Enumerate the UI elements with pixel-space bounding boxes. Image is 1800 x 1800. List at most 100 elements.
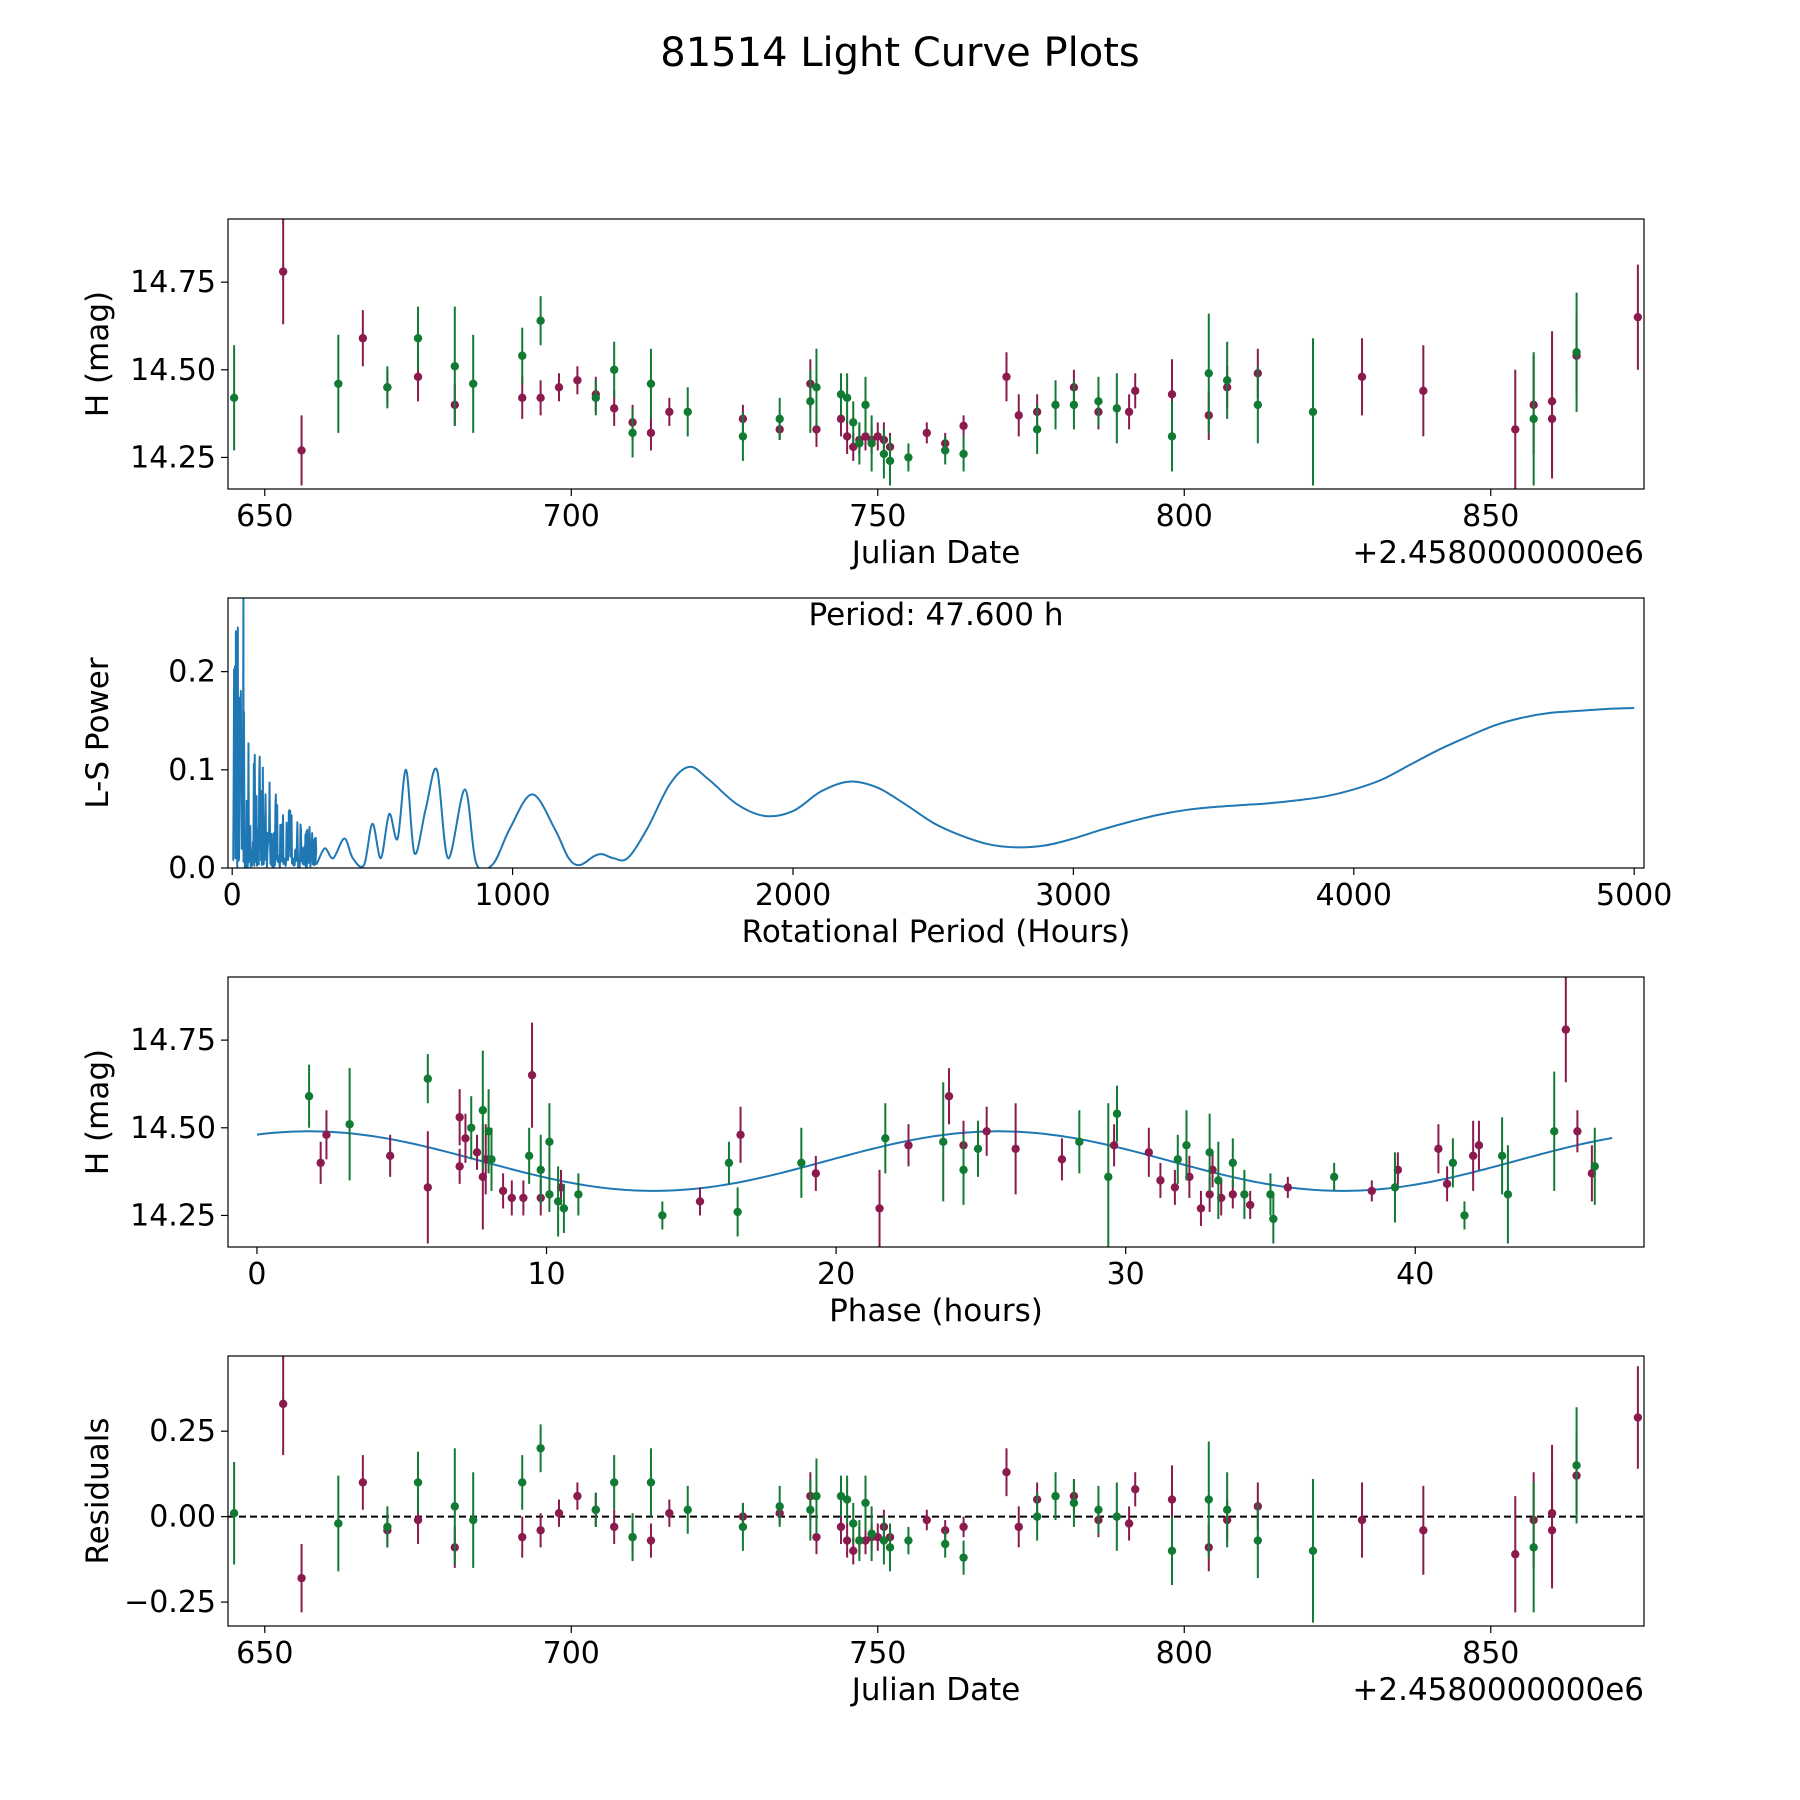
phased-ticks: 0 10 20 30 40 14.25 14.50 14.75 xyxy=(130,1023,1434,1292)
band_a-point xyxy=(1196,1204,1206,1213)
band_b-point xyxy=(1051,1491,1060,1501)
band_a-point xyxy=(959,421,968,431)
band_b-point xyxy=(1572,1461,1581,1470)
band_b-point xyxy=(334,1519,343,1528)
band_a-point xyxy=(1442,1179,1452,1189)
band_a-point xyxy=(861,1536,870,1545)
band_b-point xyxy=(450,1502,460,1511)
band_a-point xyxy=(1547,414,1557,424)
band_b-point xyxy=(423,1074,433,1083)
band_a-point xyxy=(1367,1186,1377,1196)
band_b-point xyxy=(812,1491,821,1501)
band_a-point xyxy=(1014,411,1023,420)
band_b-point xyxy=(1173,1155,1182,1164)
band_a-point xyxy=(1547,1526,1557,1535)
band_a-point xyxy=(1057,1155,1067,1164)
band_b-point xyxy=(738,432,748,441)
band_b-point xyxy=(812,383,821,392)
band_a-point xyxy=(849,442,858,452)
x-tick-label: 850 xyxy=(1462,1636,1519,1671)
band_b-point xyxy=(1094,397,1103,406)
band_b-point xyxy=(842,393,852,403)
x-tick-label: 1000 xyxy=(474,878,550,913)
band_b-point xyxy=(229,1509,239,1518)
band_a-point xyxy=(507,1193,516,1203)
periodogram-ticks: 0 1000 2000 3000 4000 5000 0.0 0.1 0.2 xyxy=(168,655,1672,913)
band_a-point xyxy=(1245,1200,1255,1210)
band_b-point xyxy=(487,1155,496,1164)
band_a-point xyxy=(922,428,932,438)
residuals-y-label: Residuals xyxy=(80,1417,116,1564)
periodogram-panel: 0 1000 2000 3000 4000 5000 0.0 0.1 0.2 Rotationa… xyxy=(80,597,1672,950)
band_a-point xyxy=(842,432,852,441)
x-tick-label: 0 xyxy=(223,878,242,913)
x-tick-label: 800 xyxy=(1156,499,1213,534)
lightcurve-frame xyxy=(227,218,1645,490)
band_b-point xyxy=(867,439,876,448)
band_b-point xyxy=(836,390,846,399)
band_a-point xyxy=(1357,1515,1367,1525)
band_b-point xyxy=(609,1478,619,1487)
band_b-point xyxy=(775,1502,784,1511)
x-tick-label: 650 xyxy=(236,499,293,534)
band_b-point xyxy=(383,1522,392,1532)
band_b-point xyxy=(1253,1536,1263,1545)
band_b-point xyxy=(628,428,637,438)
band_b-point xyxy=(536,1165,545,1175)
band_b-point xyxy=(939,1137,948,1147)
band_a-point xyxy=(1511,425,1520,434)
band_a-point xyxy=(322,1130,331,1139)
band_a-point xyxy=(1283,1183,1293,1192)
band_a-point xyxy=(811,1169,821,1178)
band_b-point xyxy=(683,1505,692,1514)
y-tick-label: 14.50 xyxy=(130,353,216,388)
band_a-point xyxy=(1468,1151,1478,1161)
band_b-point xyxy=(1240,1190,1249,1199)
lightcurve-marks xyxy=(229,219,1643,489)
band_b-point xyxy=(559,1204,569,1213)
band_b-point xyxy=(553,1197,563,1206)
band_b-point xyxy=(413,1478,423,1487)
band_b-point xyxy=(413,334,423,343)
lightcurve-ticks: 650 700 750 800 850 14.25 14.50 14.75 xyxy=(130,265,1519,534)
residuals-marks xyxy=(228,1356,1644,1623)
band_a-point xyxy=(836,1522,846,1532)
periodogram-frame xyxy=(227,597,1645,869)
band_b-point xyxy=(468,379,478,389)
x-tick-label: 800 xyxy=(1156,1636,1213,1671)
lightcurve-x-label: Julian Date xyxy=(850,535,1021,571)
band_b-point xyxy=(973,1144,983,1154)
band_b-point xyxy=(591,393,600,403)
band_b-point xyxy=(1032,1512,1042,1521)
band_b-point xyxy=(959,449,968,459)
x-tick-label: 2000 xyxy=(755,878,831,913)
band_a-point xyxy=(1573,1127,1582,1136)
band_b-point xyxy=(609,365,619,374)
periodogram-line xyxy=(232,598,1635,868)
band_b-point xyxy=(849,418,858,427)
band_b-point xyxy=(545,1190,554,1199)
band_b-point xyxy=(1228,1158,1238,1168)
band_b-point xyxy=(1550,1127,1559,1136)
band_b-point xyxy=(1112,1109,1122,1118)
band_b-point xyxy=(1572,348,1581,357)
lightcurve-y-label: H (mag) xyxy=(80,291,116,417)
band_b-point xyxy=(1590,1162,1599,1171)
band_a-point xyxy=(1228,1190,1238,1199)
band_b-point xyxy=(1448,1158,1458,1168)
band_a-point xyxy=(1002,1468,1011,1477)
periodogram-x-label: Rotational Period (Hours) xyxy=(742,914,1131,950)
band_a-point xyxy=(518,393,527,403)
band_a-point xyxy=(554,1509,564,1518)
band_b-point xyxy=(1069,400,1079,410)
band_a-point xyxy=(1144,1148,1154,1157)
x-tick-label: 5000 xyxy=(1596,878,1672,913)
band_a-point xyxy=(527,1070,537,1080)
band_b-point xyxy=(683,407,692,417)
band_b-point xyxy=(1529,414,1538,424)
band_b-point xyxy=(1112,1512,1122,1521)
band_a-point xyxy=(1131,386,1140,396)
band_a-point xyxy=(573,1491,582,1501)
band_a-point xyxy=(1633,312,1643,322)
